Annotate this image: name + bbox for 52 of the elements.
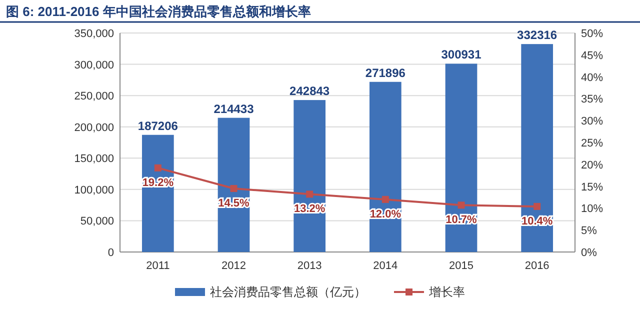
chart-title: 图 6: 2011-2016 年中国社会消费品零售总额和增长率 [6, 4, 311, 19]
bar [369, 82, 402, 252]
y2-tick-label: 0% [581, 247, 598, 259]
data-label: 12.0% [370, 208, 402, 220]
data-label: 300931 [441, 48, 482, 62]
bar [521, 44, 554, 252]
point [534, 202, 541, 210]
y2-tick-label: 10% [581, 203, 604, 216]
y-tick-label: 0 [108, 247, 114, 259]
data-label: 214433 [214, 102, 254, 116]
data-label: 10.7% [446, 214, 478, 226]
x-tick-label: 2016 [524, 260, 550, 272]
data-label: 19.2% [142, 176, 174, 189]
y-tick-label: 350,000 [74, 28, 114, 40]
y-tick-label: 250,000 [74, 90, 114, 103]
legend-label: 社会消费品零售总额（亿元） [210, 285, 366, 299]
data-label: 14.5% [218, 197, 250, 210]
data-label: 271896 [365, 66, 406, 80]
x-tick-label: 2012 [222, 260, 246, 272]
y2-tick-label: 25% [581, 138, 604, 150]
point [230, 184, 238, 192]
y2-tick-label: 20% [581, 159, 604, 172]
point [458, 202, 465, 209]
data-label: 187206 [138, 118, 178, 133]
data-label: 10.4% [521, 215, 553, 228]
point [154, 164, 162, 172]
bar [218, 118, 250, 252]
point [382, 196, 389, 203]
y2-tick-label: 45% [581, 50, 604, 62]
y2-tick-label: 35% [581, 94, 604, 106]
data-label: 242843 [290, 84, 330, 98]
y-tick-label: 300,000 [74, 59, 114, 72]
y-tick-label: 50,000 [80, 216, 114, 228]
y-tick-label: 200,000 [74, 122, 114, 134]
x-tick-label: 2011 [146, 260, 170, 272]
legend-label: 增长率 [428, 285, 465, 299]
y2-tick-label: 5% [581, 225, 598, 238]
data-label: 13.2% [294, 203, 326, 216]
y2-tick-label: 15% [581, 181, 604, 194]
y2-tick-label: 40% [581, 72, 604, 84]
x-tick-label: 2015 [449, 260, 474, 272]
bar [445, 64, 478, 252]
point [306, 190, 314, 198]
y-tick-label: 150,000 [74, 153, 114, 166]
y2-tick-label: 30% [581, 116, 604, 128]
x-tick-label: 2013 [297, 260, 322, 272]
x-tick-label: 2014 [373, 260, 398, 272]
bar [142, 134, 174, 252]
y-tick-label: 100,000 [74, 184, 114, 196]
y2-tick-label: 50% [581, 28, 604, 40]
bar [294, 100, 326, 252]
data-label: 332316 [517, 28, 558, 42]
